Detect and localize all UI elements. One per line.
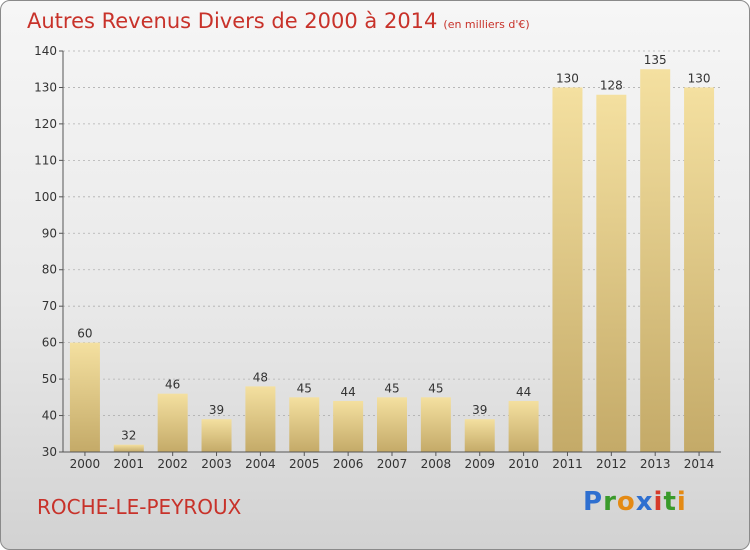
data-label-2004: 48	[253, 370, 268, 384]
chart-title-text: Autres Revenus Divers de 2000 à 2014	[27, 9, 438, 33]
y-tick-label: 80	[42, 263, 57, 277]
x-tick-label-2002: 2002	[157, 457, 188, 471]
x-tick-label-2006: 2006	[333, 457, 364, 471]
bar-2006	[333, 400, 364, 452]
bar-2007	[377, 397, 407, 452]
x-tick-label-2005: 2005	[289, 457, 320, 471]
bar-2004	[245, 386, 276, 452]
data-label-2006: 44	[340, 385, 355, 399]
data-label-2001: 32	[121, 429, 136, 443]
y-tick-label: 40	[42, 409, 57, 423]
y-tick-label: 110	[34, 153, 57, 167]
y-tick-label: 130	[34, 80, 57, 94]
data-label-2013: 135	[644, 53, 667, 67]
logo-letter: i	[653, 487, 664, 517]
logo-letter: x	[635, 487, 654, 517]
logo-letter: P	[583, 487, 604, 517]
bar-2012	[596, 94, 627, 452]
chart-title: Autres Revenus Divers de 2000 à 2014 (en …	[27, 9, 530, 33]
data-label-2012: 128	[600, 79, 623, 93]
data-label-2007: 45	[384, 381, 399, 395]
bar-2008	[420, 397, 451, 452]
bar-2002	[157, 393, 188, 452]
y-tick-label: 140	[34, 44, 57, 58]
x-tick-label-2007: 2007	[377, 457, 408, 471]
data-label-2014: 130	[688, 71, 711, 85]
data-label-2000: 60	[77, 327, 92, 341]
x-tick-label-2004: 2004	[245, 457, 276, 471]
proxiti-logo[interactable]: Proxiti	[583, 487, 687, 517]
bar-2013	[640, 69, 671, 453]
logo-letter: t	[663, 487, 677, 517]
y-axis: 30 40 50 60 70 80 90 100 110 120 130 140	[34, 44, 64, 459]
y-tick-label: 50	[42, 372, 57, 386]
x-tick-label-2014: 2014	[684, 457, 715, 471]
data-label-2010: 44	[516, 385, 531, 399]
x-tick-label-2010: 2010	[508, 457, 539, 471]
bar-2003	[201, 419, 232, 452]
logo-letter: o	[616, 487, 636, 517]
x-tick-label-2001: 2001	[114, 457, 145, 471]
y-tick-label: 70	[42, 299, 57, 313]
x-tick-label-2003: 2003	[201, 457, 232, 471]
x-tick-label-2012: 2012	[596, 457, 627, 471]
x-tick-label-2011: 2011	[552, 457, 583, 471]
bar-2009	[464, 419, 495, 452]
y-tick-label: 90	[42, 226, 57, 240]
y-tick-label: 60	[42, 336, 57, 350]
bar-2014	[684, 87, 715, 453]
x-tick-label-2013: 2013	[640, 457, 671, 471]
bar-2000	[69, 342, 100, 452]
chart-unit: (en milliers d'€)	[443, 18, 530, 31]
data-label-2008: 45	[428, 381, 443, 395]
bar-2005	[289, 397, 320, 452]
data-label-2003: 39	[209, 403, 224, 417]
bar-2011	[552, 87, 583, 453]
commune-name: ROCHE-LE-PEYROUX	[37, 495, 242, 519]
data-label-2005: 45	[297, 381, 312, 395]
x-axis: 2000 2001 2002 2003 2004 2005 2006 2007 2008 2009…	[63, 451, 721, 471]
x-tick-label-2000: 2000	[70, 457, 101, 471]
y-tick-label: 100	[34, 190, 57, 204]
bars: 60 32 46 39 48 45 44 45 45 39 44 130 128 135 130	[69, 53, 715, 453]
y-tick-label: 30	[42, 445, 57, 459]
logo-letter: r	[603, 487, 617, 517]
data-label-2009: 39	[472, 403, 487, 417]
logo-letter: i	[676, 487, 687, 517]
data-label-2011: 130	[556, 71, 579, 85]
x-tick-label-2008: 2008	[421, 457, 452, 471]
bar-2001	[113, 444, 144, 452]
x-tick-label-2009: 2009	[464, 457, 495, 471]
y-tick-label: 120	[34, 117, 57, 131]
data-label-2002: 46	[165, 378, 180, 392]
bar-2010	[508, 400, 539, 452]
